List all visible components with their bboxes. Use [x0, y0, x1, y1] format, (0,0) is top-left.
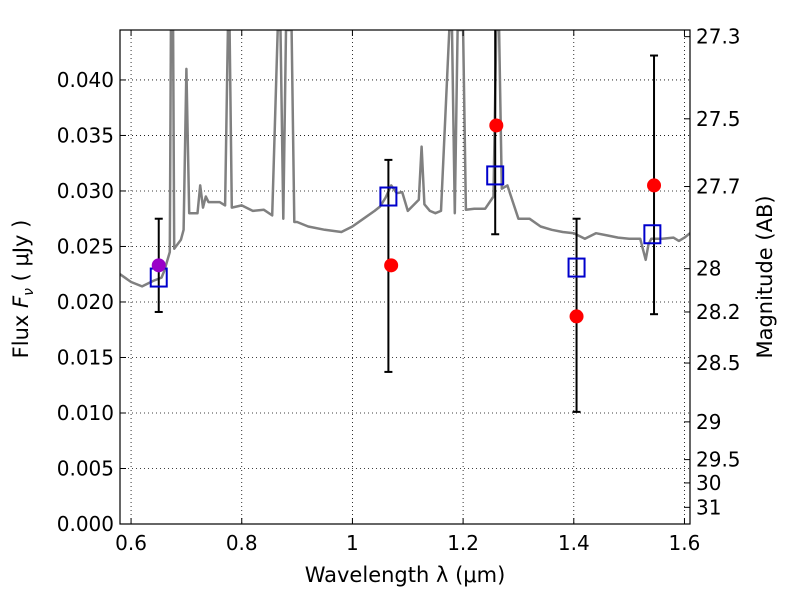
- model-photometry-square: [643, 224, 662, 245]
- combined-point: [151, 258, 166, 273]
- plot-frame: [119, 29, 691, 525]
- y2-axis-label: Magnitude (AB): [753, 195, 777, 358]
- observed-point: [489, 118, 504, 133]
- y2-tick-label: 28.5: [696, 351, 741, 375]
- y-axis-label-unit: ( μJy ): [9, 220, 33, 288]
- model-spectrum-line: [120, 30, 690, 288]
- y-tick-label: 0.040: [57, 68, 114, 92]
- x-tick-label: 0.6: [115, 531, 147, 555]
- y2-tick-label: 28: [696, 257, 721, 281]
- y-tick-label: 0.010: [57, 401, 114, 425]
- y-tick-label: 0.035: [57, 123, 114, 147]
- y-axis-label: Flux Fν ( μJy ): [9, 220, 37, 359]
- y2-tick-label: 27.7: [696, 175, 741, 199]
- x-tick-label: 1.6: [669, 531, 701, 555]
- x-tick-label: 1.2: [447, 531, 479, 555]
- y2-tick-label: 29.5: [696, 448, 741, 472]
- observed-point: [569, 309, 584, 324]
- y2-tick-label: 27.3: [696, 25, 741, 49]
- y-axis-label-prefix: Flux: [9, 308, 33, 358]
- observed-point: [647, 178, 662, 193]
- ticks: [120, 30, 690, 525]
- y2-tick-label: 31: [696, 495, 721, 519]
- observed-point: [384, 258, 399, 273]
- y2-tick-label: 27.5: [696, 107, 741, 131]
- marker-layer: [149, 118, 662, 324]
- y-tick-label: 0.000: [57, 512, 114, 536]
- y2-tick-label: 29: [696, 410, 721, 434]
- tick-labels: 0.6 0.8 1 1.2 1.4 1.6 0.000 0.005 0.010 0.015 0.02…: [57, 25, 741, 555]
- y-tick-label: 0.025: [57, 234, 114, 258]
- model-photometry-square: [486, 165, 505, 186]
- model-spectrum-layer: [120, 30, 690, 288]
- y-tick-label: 0.030: [57, 179, 114, 203]
- x-tick-label: 1: [346, 531, 359, 555]
- y-tick-label: 0.020: [57, 290, 114, 314]
- model-photometry-square: [379, 186, 398, 207]
- y2-tick-label: 28.2: [696, 300, 741, 324]
- y-axis-label-subscript: ν: [21, 288, 37, 296]
- x-tick-label: 0.8: [226, 531, 258, 555]
- model-photometry-square: [567, 257, 586, 278]
- y-tick-label: 0.005: [57, 456, 114, 480]
- y-tick-label: 0.015: [57, 345, 114, 369]
- x-axis-label: Wavelength λ (μm): [305, 563, 506, 587]
- y-axis-label-symbol: F: [9, 295, 33, 308]
- x-tick-label: 1.4: [558, 531, 590, 555]
- y2-tick-label: 30: [696, 471, 721, 495]
